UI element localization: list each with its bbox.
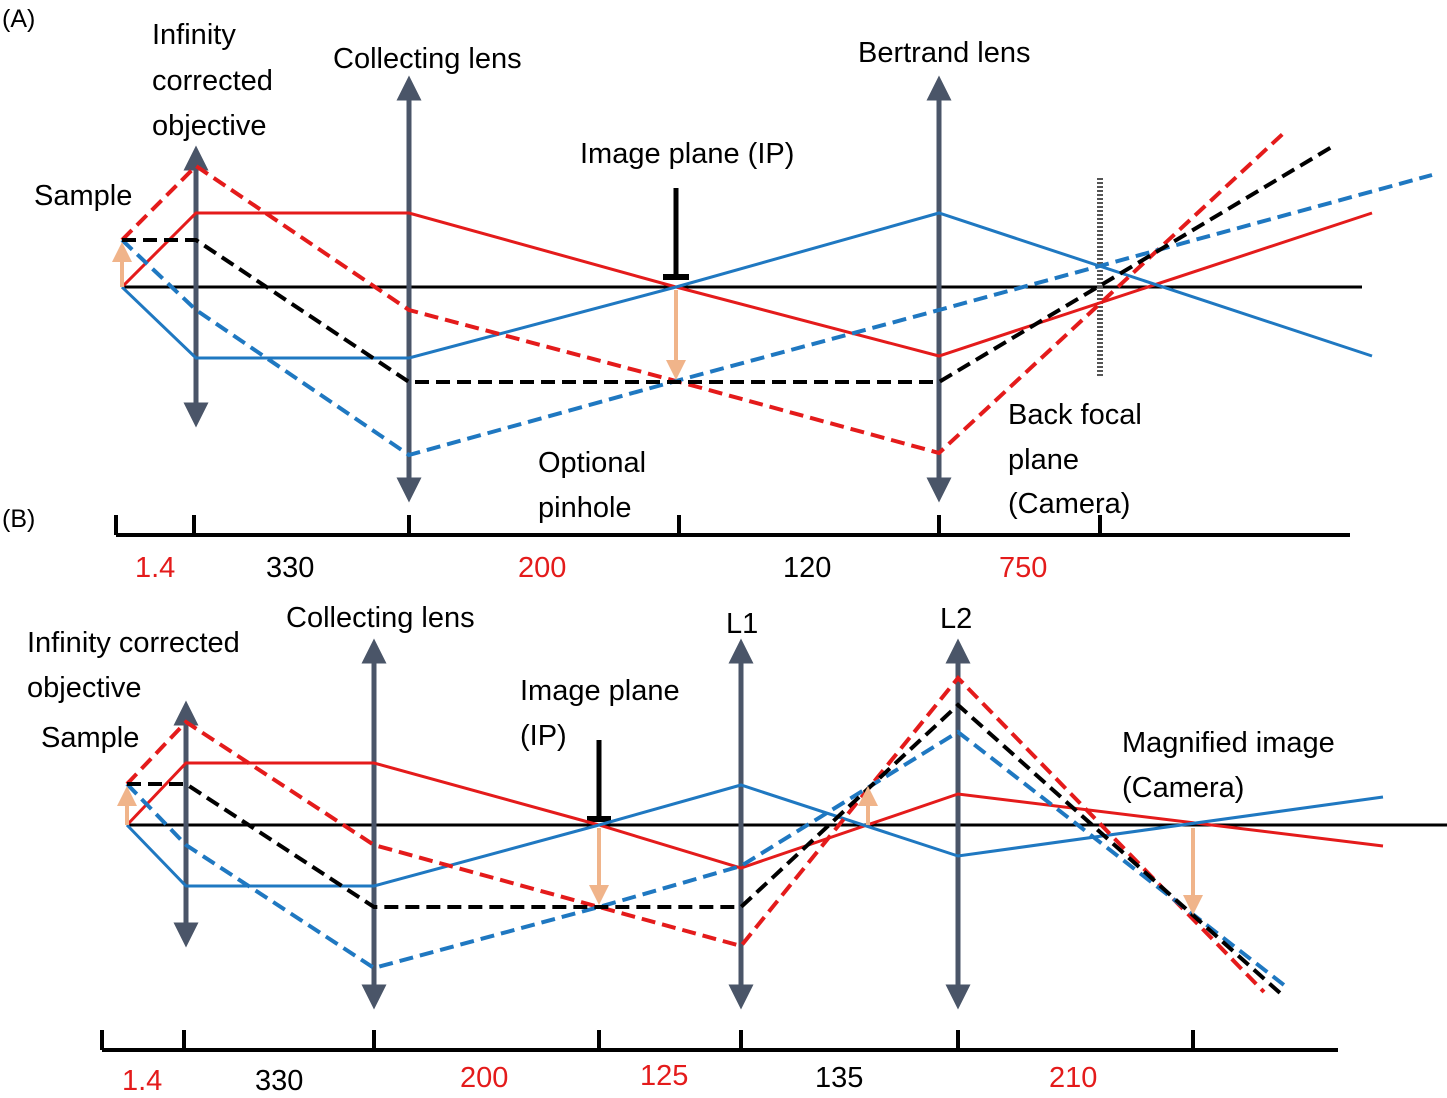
magnified-image-label: Magnified image (Camera) [1122,727,1343,804]
bertrand-lens-label: Bertrand lens [858,37,1031,69]
l2-label: L2 [940,603,972,635]
l1-label: L1 [726,608,758,640]
ray-red-dashed [120,128,1289,456]
distance-label: 135 [815,1062,863,1093]
distance-label: 1.4 [135,552,175,584]
ray-blue-solid [120,211,1373,360]
back-focal-plane-label: Back focal plane (Camera) [1008,399,1150,520]
sample-label: Sample [41,722,139,754]
panel-a-tag: (A) [2,5,35,33]
image-plane-label: Image plane (IP) [520,675,688,752]
ray-red-solid [120,211,1373,358]
objective-label: Infinity corrected objective [152,19,281,142]
ray-blue-dashed [120,173,1433,458]
distance-label: 330 [266,552,314,584]
collecting-lens-label: Collecting lens [333,43,522,75]
distance-label: 200 [460,1062,508,1093]
ray-black-dashed [127,702,1282,995]
distance-label: 1.4 [122,1065,162,1093]
distance-scale: 1.4 330 200 125 135 210 [100,1030,1338,1097]
sample-label: Sample [34,180,132,212]
distance-label: 200 [518,552,566,584]
ray-blue-solid [125,783,1384,888]
ray-black-dashed [122,143,1337,384]
distance-label: 210 [1049,1062,1097,1093]
panel-b: (B) Infinity corrected objective Sample … [2,505,1447,1097]
distance-label: 330 [255,1065,303,1093]
distance-label: 120 [783,552,831,584]
objective-label: Infinity corrected objective [27,627,248,704]
ray-red-dashed [125,674,1266,994]
panel-b-tag: (B) [2,505,35,533]
distance-label: 125 [640,1060,688,1092]
collecting-lens-label: Collecting lens [286,602,475,634]
image-plane-label: Image plane (IP) [580,138,794,170]
distance-scale: 1.4 330 200 120 750 [114,515,1350,584]
ray-blue-dashed [125,729,1286,987]
pinhole-label: Optional pinhole [538,447,654,524]
panel-a: (A) Infinity corrected objective Sample … [2,5,1433,584]
distance-label: 750 [999,552,1047,584]
